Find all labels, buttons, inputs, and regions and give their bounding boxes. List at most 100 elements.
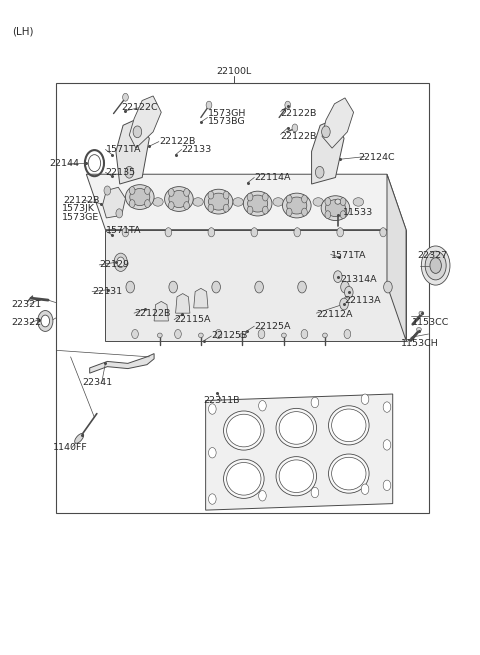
- Ellipse shape: [276, 457, 317, 496]
- Ellipse shape: [321, 196, 350, 221]
- Circle shape: [168, 202, 174, 210]
- Circle shape: [37, 310, 53, 331]
- Text: 1140FF: 1140FF: [53, 443, 88, 452]
- Circle shape: [169, 281, 178, 293]
- Ellipse shape: [282, 193, 311, 218]
- Circle shape: [286, 195, 292, 203]
- Circle shape: [208, 191, 214, 199]
- Circle shape: [263, 206, 268, 214]
- Ellipse shape: [125, 185, 154, 210]
- Circle shape: [325, 211, 331, 219]
- Text: 1573GE: 1573GE: [61, 213, 99, 222]
- Ellipse shape: [240, 333, 245, 337]
- Circle shape: [165, 228, 172, 237]
- Circle shape: [311, 487, 319, 498]
- Circle shape: [325, 198, 331, 206]
- Ellipse shape: [279, 411, 313, 444]
- Circle shape: [114, 253, 127, 271]
- Polygon shape: [387, 174, 406, 341]
- Circle shape: [383, 402, 391, 412]
- Polygon shape: [116, 119, 149, 184]
- Circle shape: [223, 204, 229, 212]
- Text: 11533: 11533: [343, 208, 373, 217]
- Text: 22122B: 22122B: [63, 196, 100, 205]
- Circle shape: [294, 228, 300, 237]
- Circle shape: [208, 204, 214, 212]
- Text: 22327: 22327: [418, 252, 448, 260]
- Text: 22125A: 22125A: [254, 322, 291, 331]
- Polygon shape: [90, 354, 154, 373]
- Ellipse shape: [199, 333, 203, 337]
- Ellipse shape: [332, 409, 366, 441]
- Ellipse shape: [157, 333, 162, 337]
- Circle shape: [425, 251, 446, 280]
- Ellipse shape: [328, 405, 369, 445]
- Ellipse shape: [332, 457, 366, 490]
- Polygon shape: [103, 187, 125, 218]
- Circle shape: [315, 166, 324, 178]
- Polygon shape: [205, 394, 393, 510]
- Circle shape: [311, 398, 319, 407]
- Text: 1573GH: 1573GH: [207, 109, 246, 118]
- Ellipse shape: [165, 187, 193, 212]
- Polygon shape: [129, 96, 161, 148]
- Polygon shape: [322, 98, 354, 148]
- Text: 1153CH: 1153CH: [401, 339, 439, 348]
- Ellipse shape: [328, 454, 369, 493]
- Text: 1573BG: 1573BG: [207, 117, 245, 126]
- Ellipse shape: [281, 333, 286, 337]
- Circle shape: [208, 404, 216, 414]
- Ellipse shape: [279, 460, 313, 493]
- Circle shape: [383, 440, 391, 450]
- Circle shape: [206, 101, 212, 109]
- Text: 22114A: 22114A: [254, 173, 291, 182]
- Text: 22341: 22341: [83, 379, 113, 388]
- Text: 1573JK: 1573JK: [61, 204, 95, 214]
- Circle shape: [208, 447, 216, 458]
- Text: 22113A: 22113A: [344, 295, 381, 305]
- Ellipse shape: [323, 333, 327, 337]
- Ellipse shape: [353, 198, 364, 206]
- Ellipse shape: [325, 200, 346, 217]
- Ellipse shape: [248, 195, 268, 212]
- Ellipse shape: [227, 462, 261, 495]
- Circle shape: [286, 208, 292, 216]
- Circle shape: [251, 228, 258, 237]
- Circle shape: [208, 494, 216, 504]
- Ellipse shape: [224, 459, 264, 498]
- Circle shape: [292, 124, 298, 132]
- Circle shape: [337, 228, 344, 237]
- Text: 22135: 22135: [106, 168, 135, 177]
- Circle shape: [168, 189, 174, 196]
- Text: 22125B: 22125B: [211, 331, 248, 341]
- Circle shape: [133, 126, 142, 138]
- Circle shape: [144, 187, 150, 195]
- Polygon shape: [86, 174, 406, 230]
- Circle shape: [334, 271, 342, 282]
- Circle shape: [184, 189, 190, 196]
- Ellipse shape: [243, 191, 272, 216]
- Ellipse shape: [335, 199, 341, 204]
- Text: 22122B: 22122B: [281, 132, 317, 141]
- Text: 22131: 22131: [92, 287, 122, 296]
- Circle shape: [285, 101, 290, 109]
- Circle shape: [421, 246, 450, 285]
- Circle shape: [129, 200, 135, 208]
- Text: 22115A: 22115A: [174, 315, 211, 324]
- Circle shape: [263, 193, 268, 201]
- Circle shape: [340, 198, 346, 206]
- Polygon shape: [312, 119, 344, 184]
- Ellipse shape: [287, 197, 307, 214]
- Circle shape: [340, 211, 346, 219]
- Text: 22311B: 22311B: [204, 396, 240, 405]
- Ellipse shape: [417, 328, 421, 331]
- Circle shape: [259, 491, 266, 501]
- Text: 22100L: 22100L: [216, 67, 252, 76]
- Text: 22112A: 22112A: [316, 310, 353, 319]
- Circle shape: [122, 228, 129, 237]
- Text: (LH): (LH): [12, 26, 34, 36]
- Polygon shape: [106, 230, 406, 341]
- Circle shape: [144, 200, 150, 208]
- Ellipse shape: [233, 198, 243, 206]
- Text: 1153CC: 1153CC: [412, 318, 449, 327]
